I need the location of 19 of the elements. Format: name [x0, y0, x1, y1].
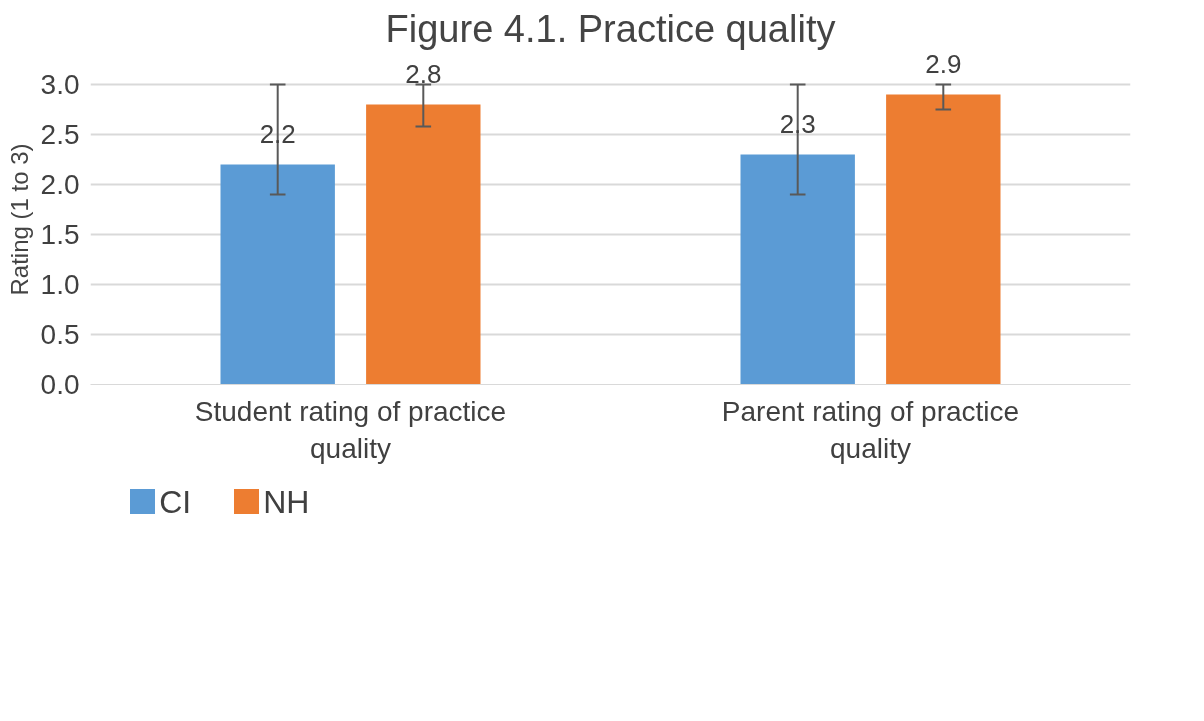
bar — [886, 94, 1001, 385]
y-tick-label: 2.5 — [40, 119, 80, 150]
y-tick-label: 0.0 — [40, 369, 80, 400]
y-tick-label: 2.0 — [40, 169, 80, 200]
legend-label: NH — [263, 483, 310, 520]
y-tick-label: 1.5 — [40, 219, 80, 250]
y-tick-label: 1.0 — [40, 269, 80, 300]
bar — [740, 154, 855, 385]
x-tick-label: Parent rating of practice quality — [721, 395, 1020, 464]
bar — [366, 104, 481, 385]
y-tick-label: 3.0 — [40, 69, 80, 100]
chart-title: Figure 4.1. Practice quality — [385, 7, 836, 50]
x-tick-label: Student rating of practice quality — [194, 395, 507, 464]
data-label: 2.8 — [405, 58, 442, 89]
legend-label: CI — [159, 483, 192, 520]
y-tick-label: 0.5 — [40, 319, 80, 350]
data-label: 2.9 — [925, 48, 962, 79]
bar — [220, 164, 335, 385]
y-axis-title: Rating (1 to 3) — [5, 143, 33, 296]
